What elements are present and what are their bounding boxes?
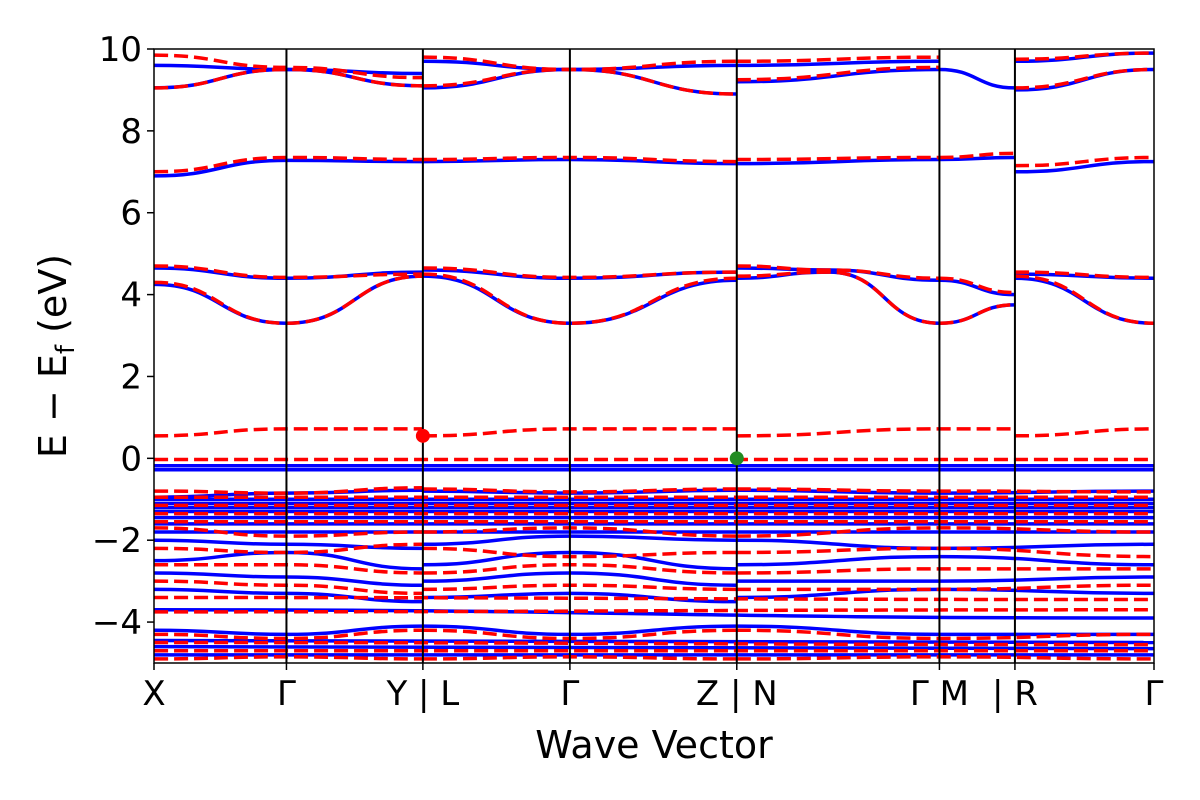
band-line-solid-blue-41 xyxy=(736,554,1154,567)
band-line-dashed-red-21 xyxy=(736,55,940,64)
band-line-solid-blue-40 xyxy=(422,550,737,571)
band-line-solid-blue-44 xyxy=(736,575,1154,583)
band-line-dashed-red-4 xyxy=(1014,155,1154,168)
band-line-dashed-red-14 xyxy=(1014,274,1154,326)
band-line-solid-blue-14 xyxy=(1014,276,1154,326)
band-line-dashed-red-47 xyxy=(154,595,1154,602)
y-axis-label-unit: (eV) xyxy=(31,254,75,345)
band-line-dashed-red-17 xyxy=(736,65,940,82)
band-line-dashed-red-43 xyxy=(736,567,1154,575)
x-axis-label: Wave Vector xyxy=(535,723,773,767)
y-tick-label: 2 xyxy=(120,357,142,397)
band-line-dashed-red-12 xyxy=(736,270,940,326)
band-line-solid-blue-18 xyxy=(939,67,1015,90)
band-line-dashed-red-7 xyxy=(736,264,940,280)
x-tick-label: | R xyxy=(992,674,1038,714)
x-tick-label: Γ xyxy=(1145,674,1164,714)
band-line-dashed-red-46 xyxy=(736,583,1154,592)
y-axis-label: E − Ef (eV) xyxy=(31,254,81,458)
x-tick-label: Γ xyxy=(560,674,579,714)
x-tick-label: Y | L xyxy=(385,674,459,714)
band-line-dashed-red-52 xyxy=(154,640,1154,647)
plot-frame xyxy=(153,48,1155,664)
band-line-solid-blue-2 xyxy=(736,157,940,166)
band-line-solid-blue-52 xyxy=(154,638,1154,645)
y-tick-label: 6 xyxy=(120,194,142,234)
y-axis-label-main: E − E xyxy=(31,354,75,458)
band-line-solid-blue-53 xyxy=(154,644,1154,651)
band-line-dashed-red-48 xyxy=(154,608,1154,614)
band-line-solid-blue-4 xyxy=(1014,159,1154,174)
band-line-dashed-red-18 xyxy=(1014,67,1154,90)
band-line-dashed-red-25 xyxy=(736,427,1015,438)
band-line-dashed-red-24 xyxy=(422,427,737,438)
y-tick-label: 8 xyxy=(120,112,142,152)
x-tick-label: X xyxy=(142,674,165,714)
band-line-dashed-red-2 xyxy=(736,155,940,162)
y-axis: −4 −2 0 2 4 6 8 10 xyxy=(92,30,154,643)
x-tick-label: Z | N xyxy=(696,674,778,714)
band-line-solid-blue-8 xyxy=(939,278,1015,297)
band-line-solid-blue-20 xyxy=(154,63,423,76)
band-line-dashed-red-22 xyxy=(1014,51,1154,61)
vbm-marker xyxy=(729,451,744,466)
kpoint-lines-layer xyxy=(285,49,1016,663)
band-line-dashed-red-9 xyxy=(1014,270,1154,280)
band-line-solid-blue-22 xyxy=(736,59,940,68)
band-line-dashed-red-55 xyxy=(422,655,737,661)
band-line-dashed-red-45 xyxy=(422,583,737,592)
band-line-dashed-red-3 xyxy=(939,151,1015,160)
band-line-dashed-red-56 xyxy=(736,655,1154,661)
y-tick-label: −2 xyxy=(92,521,142,561)
markers-layer xyxy=(415,428,744,466)
band-line-dashed-red-13 xyxy=(939,303,1015,326)
y-axis-label-sub: f xyxy=(51,344,81,354)
y-tick-label: −4 xyxy=(92,603,142,643)
band-line-dashed-red-16 xyxy=(422,67,737,96)
band-line-dashed-red-10 xyxy=(154,274,423,326)
band-line-dashed-red-23 xyxy=(154,427,423,438)
band-line-dashed-red-26 xyxy=(1014,427,1154,438)
band-line-solid-blue-3 xyxy=(939,155,1015,162)
y-tick-label: 0 xyxy=(120,439,142,479)
x-tick-label: Γ M xyxy=(910,674,969,714)
band-line-dashed-red-8 xyxy=(939,276,1015,295)
y-tick-label: 4 xyxy=(120,276,142,316)
cbm-marker xyxy=(415,428,430,443)
band-line-dashed-red-11 xyxy=(422,272,737,326)
band-line-solid-blue-37 xyxy=(422,534,737,547)
band-line-dashed-red-54 xyxy=(154,655,423,661)
y-tick-label: 10 xyxy=(99,30,142,70)
band-line-solid-blue-43 xyxy=(422,571,737,587)
band-line-solid-blue-13 xyxy=(939,303,1015,326)
x-axis: X Γ Y | L Γ Z | N Γ M | R Γ xyxy=(142,663,1164,714)
bands-layer xyxy=(154,51,1154,661)
x-tick-label: Γ xyxy=(277,674,296,714)
band-line-solid-blue-17 xyxy=(736,67,940,84)
band-line-dashed-red-15 xyxy=(154,67,423,90)
